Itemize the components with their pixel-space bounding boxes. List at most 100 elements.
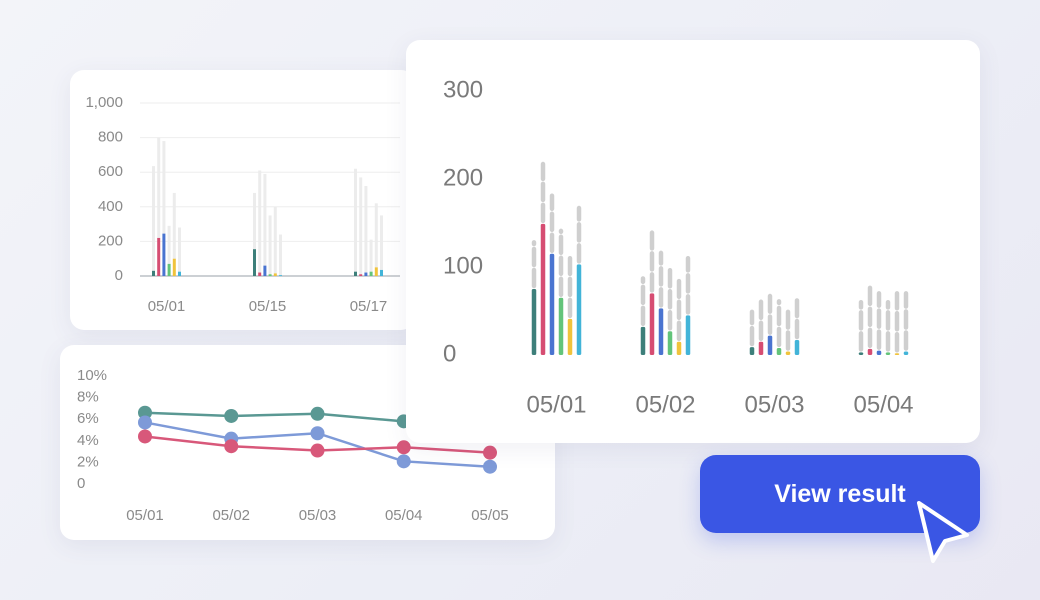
bar — [258, 272, 262, 276]
point — [224, 408, 239, 423]
bar — [758, 341, 764, 355]
cursor-arrow — [917, 501, 969, 563]
y-tick-label: 800 — [98, 129, 123, 146]
point — [310, 443, 325, 458]
bar — [640, 326, 646, 355]
point — [483, 445, 497, 460]
x-tick-label: 05/02 — [212, 507, 250, 524]
x-tick-label: 05/03 — [744, 391, 804, 418]
headroom-bar — [273, 206, 277, 274]
y-tick-label: 8% — [77, 389, 99, 406]
bar — [885, 352, 891, 355]
cursor-icon — [917, 501, 969, 563]
bar — [667, 331, 673, 355]
y-tick-label: 4% — [77, 432, 99, 449]
x-tick-label: 05/04 — [853, 391, 913, 418]
headroom-bar — [263, 173, 267, 266]
point — [138, 429, 152, 444]
bar — [268, 274, 272, 276]
bar — [558, 297, 564, 355]
bar — [167, 263, 171, 276]
bar — [253, 249, 256, 276]
headroom-bar — [253, 192, 256, 250]
bar — [767, 335, 773, 355]
y-tick-label: 0 — [115, 267, 123, 284]
headroom-bar — [374, 203, 378, 268]
x-tick-label: 05/04 — [385, 507, 423, 524]
bar — [685, 315, 691, 355]
bar-chart: 0 200 400 600 800 1,000 05/01 05/15 05/17 — [85, 94, 400, 315]
y-tick-label: 300 — [443, 76, 483, 103]
bar — [903, 351, 909, 355]
point — [396, 454, 411, 469]
bar — [776, 347, 782, 355]
point — [138, 415, 152, 430]
bar — [749, 347, 755, 355]
point — [310, 406, 325, 421]
headroom-bar — [268, 215, 272, 275]
x-tick-label: 05/01 — [148, 298, 186, 315]
bar — [162, 233, 166, 276]
bar — [540, 223, 546, 355]
point — [310, 426, 325, 441]
bar — [172, 258, 176, 276]
y-tick-label: 600 — [98, 163, 123, 180]
headroom-bar — [162, 141, 166, 234]
bar — [658, 308, 664, 355]
x-tick-label: 05/01 — [526, 391, 586, 418]
y-tick-label: 100 — [443, 252, 483, 279]
bar — [567, 318, 573, 355]
y-tick-label: 10% — [77, 367, 107, 384]
headroom-bar — [369, 239, 373, 272]
bar — [279, 275, 282, 276]
bar — [354, 271, 357, 276]
bar — [676, 341, 682, 355]
bar — [876, 350, 882, 355]
y-tick-label: 0 — [443, 340, 456, 367]
card-small-bar: 0 200 400 600 800 1,000 05/01 05/15 05/17 — [70, 70, 415, 330]
y-tick-label: 2% — [77, 453, 99, 470]
bar-chart: 0 100 200 300 05/01 05/02 05/03 05/04 — [443, 76, 914, 418]
bar — [867, 348, 873, 355]
point — [396, 440, 411, 455]
bar — [894, 353, 900, 355]
bar — [263, 265, 267, 276]
headroom-bar — [167, 225, 171, 264]
y-tick-label: 400 — [98, 198, 123, 215]
bar — [785, 351, 791, 355]
bar — [152, 270, 155, 276]
point — [483, 459, 497, 474]
headroom-bar — [380, 215, 383, 270]
y-tick-label: 0 — [77, 475, 85, 492]
bar — [273, 273, 277, 276]
y-tick-label: 200 — [98, 232, 123, 249]
y-tick-label: 1,000 — [85, 94, 123, 111]
bar — [178, 271, 181, 276]
bar — [374, 267, 378, 276]
x-tick-label: 05/03 — [299, 507, 337, 524]
bar — [364, 272, 368, 276]
x-tick-label: 05/05 — [471, 507, 509, 524]
point — [224, 439, 239, 454]
headroom-bar — [354, 168, 357, 272]
y-tick-label: 200 — [443, 164, 483, 191]
bar — [649, 293, 655, 355]
bar — [576, 264, 582, 355]
headroom-bar — [152, 166, 155, 271]
line-chart: 0 2% 4% 6% 8% 10% 05/01 05/02 05/03 05/04 05/05 — [77, 367, 509, 524]
headroom-bar — [172, 192, 176, 259]
headroom-bar — [364, 186, 368, 273]
y-tick-label: 6% — [77, 410, 99, 427]
bar — [359, 274, 363, 276]
x-tick-label: 05/02 — [635, 391, 695, 418]
headroom-bar — [279, 234, 282, 276]
headroom-bar — [359, 177, 363, 275]
headroom-bar — [178, 227, 181, 272]
x-tick-label: 05/15 — [249, 298, 287, 315]
bar — [369, 271, 373, 276]
bar — [858, 352, 864, 355]
x-tick-label: 05/01 — [126, 507, 164, 524]
point — [138, 405, 152, 420]
bar — [380, 269, 383, 276]
